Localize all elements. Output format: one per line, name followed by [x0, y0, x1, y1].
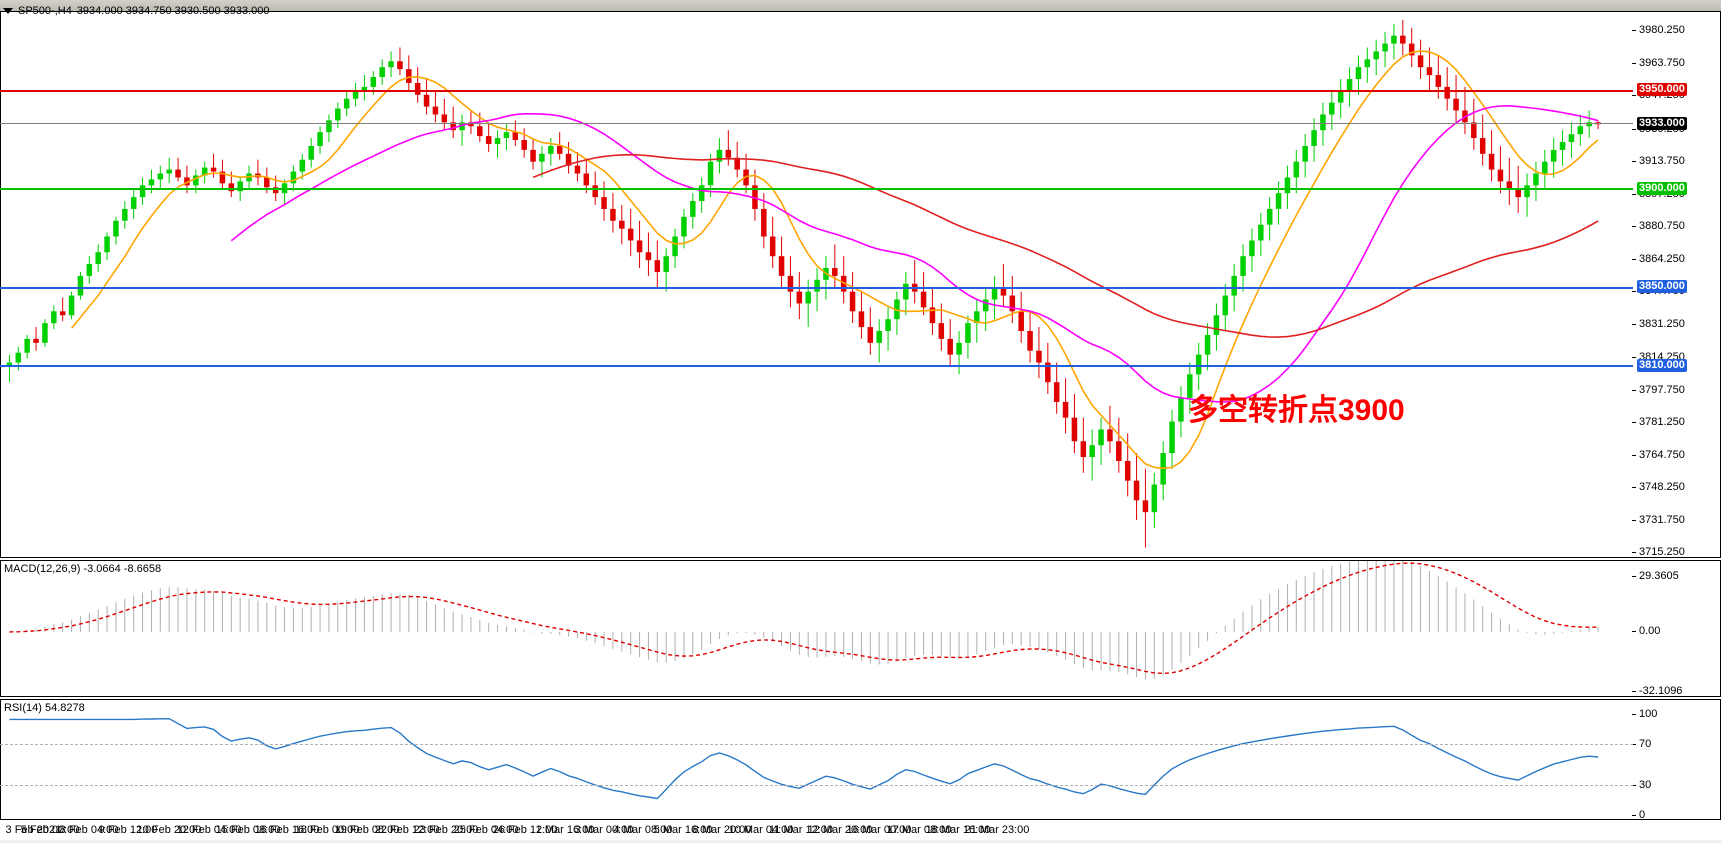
time-axis-label: 5 Mar 16:00	[653, 824, 713, 836]
macd-axis: 29.3605 0.00 -32.1096	[1632, 561, 1720, 697]
time-axis-label: 22 Feb 12:00	[374, 824, 440, 836]
tick-label: 3781.250	[1639, 416, 1685, 429]
tick-label: 30	[1639, 778, 1652, 791]
rsi-title: RSI(14) 54.8278	[4, 702, 85, 714]
price-tag-3900-000[interactable]: 3900.000	[1637, 181, 1687, 195]
tick-mark	[1632, 487, 1636, 489]
caret-down-icon[interactable]	[3, 8, 13, 14]
tick-label: 0	[1639, 809, 1646, 821]
tick-mark	[1632, 630, 1636, 632]
tick-label: 3880.750	[1639, 220, 1685, 233]
tick-mark	[1632, 454, 1636, 456]
tick-label: -32.1096	[1639, 685, 1683, 697]
tick-mark	[1632, 422, 1636, 424]
time-axis-label: 5 Feb 00:00	[20, 824, 80, 836]
macd-title: MACD(12,26,9) -3.0664 -8.6658	[4, 563, 162, 575]
tick-label: 3831.250	[1639, 317, 1685, 330]
time-axis-label: 25 Feb 04:00	[453, 824, 519, 836]
tick-label: 3980.250	[1639, 24, 1685, 37]
tick-label: 3748.250	[1639, 481, 1685, 494]
tick-label: 3963.750	[1639, 56, 1685, 69]
tick-label: 3731.750	[1639, 513, 1685, 526]
tick-label: 29.3605	[1639, 570, 1679, 582]
tick-mark	[1632, 193, 1636, 195]
time-axis-label: 10 Feb 20:00	[136, 824, 202, 836]
time-axis-label: 15 Feb 08:00	[215, 824, 281, 836]
tick-mark	[1632, 714, 1636, 715]
price-panel[interactable]: 3980.2503963.7503947.2503930.2503913.750…	[0, 11, 1721, 558]
time-axis-label: 21 Mar 23:00	[964, 824, 1030, 836]
plot-canvas	[6, 19, 1601, 548]
price-level-line-3810-000[interactable]	[0, 365, 1633, 368]
rsi-axis: 100 70 30 0	[1632, 700, 1720, 821]
time-axis-label: 26 Feb 12:00	[492, 824, 558, 836]
time-axis-label: 9 Feb 12:00	[98, 824, 158, 836]
tick-mark	[1632, 519, 1636, 521]
plot-canvas	[8, 561, 1599, 680]
price-level-line-3950-000[interactable]	[0, 89, 1633, 92]
time-axis-label: 10 Mar 04:00	[728, 824, 794, 836]
time-axis-label: 12 Mar 20:00	[807, 824, 873, 836]
tick-mark	[1632, 226, 1636, 228]
time-axis-label: 19 Feb 08:00	[334, 824, 400, 836]
tick-mark	[1632, 62, 1636, 64]
tick-label: 3913.750	[1639, 155, 1685, 168]
time-axis-label: 11 Mar 12:00	[768, 824, 834, 836]
tick-mark	[1632, 576, 1636, 577]
time-axis-label: 17 Mar 08:00	[886, 824, 952, 836]
time-axis-label: 8 Mar 20:00	[692, 824, 752, 836]
tick-mark	[1632, 95, 1636, 97]
time-axis-label: 3 Feb 2021	[5, 824, 62, 836]
price-tag-3850-000[interactable]: 3850.000	[1637, 280, 1687, 294]
tick-mark	[1632, 258, 1636, 260]
tick-mark	[1632, 389, 1636, 391]
horizontal-scrollbar[interactable]	[0, 840, 1721, 843]
ohlc-values: 3934.000 3934.750 3930.500 3933.000	[76, 5, 270, 17]
tick-mark	[1632, 30, 1636, 32]
tick-label: 3797.750	[1639, 383, 1685, 396]
time-axis-label: 3 Mar 00:00	[574, 824, 634, 836]
tick-label: 3764.750	[1639, 448, 1685, 461]
time-axis-label: 16 Mar 00:00	[846, 824, 912, 836]
price-level-line-3900-000[interactable]	[0, 188, 1633, 191]
rsi-panel[interactable]: 100 70 30 0	[0, 699, 1721, 821]
tick-mark	[1632, 744, 1636, 746]
tick-mark	[1632, 691, 1636, 692]
price-level-line-3850-000[interactable]	[0, 286, 1633, 289]
tick-mark	[1632, 815, 1636, 816]
tick-label: 70	[1639, 738, 1652, 751]
tick-label: 3715.250	[1639, 546, 1685, 558]
time-axis-label: 18 Mar 16:00	[925, 824, 991, 836]
tick-label: 3864.250	[1639, 252, 1685, 265]
tick-mark	[1632, 128, 1636, 130]
symbol-label: SP500-,H4	[18, 5, 72, 17]
time-axis-label: 18 Feb 00:00	[294, 824, 360, 836]
time-axis-label: 4 Mar 08:00	[613, 824, 673, 836]
tick-mark	[1632, 357, 1636, 359]
time-axis[interactable]: 3 Feb 2021 5 Feb 00:00 8 Feb 04:00 9 Feb 12…	[0, 821, 1633, 843]
price-tag-3810-000[interactable]: 3810.000	[1637, 358, 1687, 372]
time-axis-label: 23 Feb 20:00	[413, 824, 479, 836]
tick-mark	[1632, 291, 1636, 293]
time-axis-label: 8 Feb 04:00	[59, 824, 119, 836]
rsi-level-70	[0, 744, 1633, 746]
time-axis-label: 12 Feb 04:00	[176, 824, 242, 836]
tick-label: 0.00	[1639, 624, 1661, 637]
tick-mark	[1632, 784, 1636, 786]
plot-canvas	[9, 717, 1599, 800]
time-axis-label: 16 Feb 16:00	[254, 824, 320, 836]
price-tag-3933-000[interactable]: 3933.000	[1637, 116, 1687, 130]
chart-annotation[interactable]: 多空转折点3900	[1188, 394, 1405, 427]
macd-panel[interactable]: 29.3605 0.00 -32.1096	[0, 560, 1721, 697]
tick-label: 100	[1639, 708, 1658, 720]
symbol-info-bar: SP500-,H4 3934.000 3934.750 3930.500 393…	[3, 5, 270, 17]
price-tag-3950-000[interactable]: 3950.000	[1637, 83, 1687, 97]
tick-mark	[1632, 552, 1636, 553]
tick-mark	[1632, 323, 1636, 325]
tick-mark	[1632, 161, 1636, 163]
price-level-line-3933-000[interactable]	[0, 123, 1633, 125]
rsi-level-30	[0, 784, 1633, 786]
time-axis-label: 1 Mar 16:00	[535, 824, 595, 836]
